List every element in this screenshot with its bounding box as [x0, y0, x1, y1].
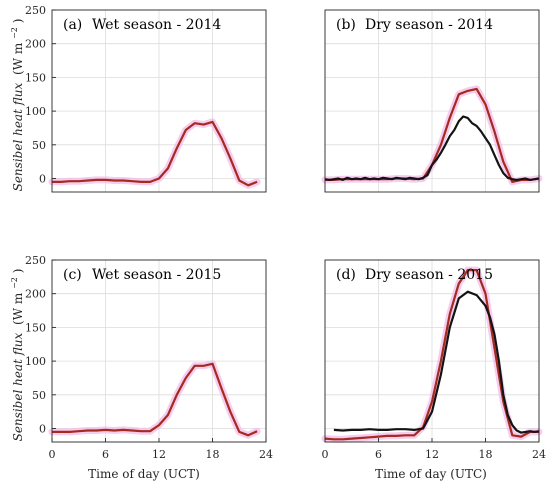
- panel-a: 0 50 100 150 200 250 (a) Wet season - 2014: [25, 4, 267, 193]
- series-halo: [48, 118, 261, 189]
- axes-frame: [324, 9, 540, 193]
- svg-text:Sensibel heat flux (W m: Sensibel heat flux (W m −2 ): [6, 269, 25, 442]
- ylabel-units-top: (W m: [11, 42, 25, 75]
- y-tick-label: 200: [25, 288, 46, 301]
- panel-title: Wet season - 2015: [92, 267, 221, 283]
- panel-title: Dry season - 2014: [365, 17, 493, 33]
- series-line-0: [52, 120, 258, 187]
- x-tick-label: 0: [49, 448, 56, 461]
- panel-label: (d): [336, 267, 356, 283]
- panel-label: (c): [63, 267, 82, 283]
- ylabel-text-top: Sensibel heat flux: [11, 83, 25, 192]
- panel-c: 0 50 100 150 200 250 0 6 12 18 24 (c) Wet season - 2…: [25, 254, 273, 461]
- y-tick-label: 250: [25, 254, 46, 267]
- x-tick-label: 24: [532, 448, 546, 461]
- panel-title: Wet season - 2014: [92, 17, 221, 33]
- y-tick-label: 100: [25, 105, 46, 118]
- y-tick-label: 150: [25, 71, 46, 84]
- y-tick-label: 50: [32, 139, 46, 152]
- ylabel-text-bottom: Sensibel heat flux: [11, 333, 25, 442]
- y-tick-label: 150: [25, 321, 46, 334]
- panel-label: (a): [63, 17, 82, 33]
- ylabel-exp-top: −2: [10, 27, 19, 39]
- xlabel-right: Time of day (UTC): [375, 467, 487, 481]
- x-tick-label: 0: [322, 448, 329, 461]
- x-tick-label: 24: [259, 448, 273, 461]
- ylabel-top: Sensibel heat flux (W m −2 ): [6, 19, 25, 192]
- y-tick-label: 200: [25, 38, 46, 51]
- ylabel-exp-bottom: −2: [10, 277, 19, 289]
- xlabel-left: Time of day (UCT): [88, 467, 200, 481]
- x-tick-label: 6: [102, 448, 109, 461]
- x-tick-label: 6: [375, 448, 382, 461]
- axes-frame: [51, 9, 267, 193]
- y-tick-label: 0: [39, 173, 46, 186]
- series-line-1: [324, 115, 540, 181]
- y-tick-label: 100: [25, 355, 46, 368]
- panel-d: 0 6 12 18 24 (d) Dry season - 2015: [321, 259, 546, 461]
- x-tick-label: 12: [425, 448, 439, 461]
- panel-label: (b): [336, 17, 356, 33]
- panel-title: Dry season - 2015: [365, 267, 493, 283]
- y-tick-label: 250: [25, 4, 46, 17]
- x-tick-label: 18: [206, 448, 220, 461]
- ylabel-bottom: Sensibel heat flux (W m −2 ): [6, 269, 25, 442]
- series-line-0: [52, 362, 258, 437]
- ylabel-close-top: ): [11, 19, 25, 24]
- series-line-0: [324, 269, 539, 441]
- x-tick-label: 12: [152, 448, 166, 461]
- y-tick-label: 0: [39, 423, 46, 436]
- ylabel-close-bottom: ): [11, 269, 25, 274]
- panels-group: 0 50 100 150 200 250 (a) Wet season - 2014 (b) Dr…: [25, 4, 546, 461]
- x-tick-label: 18: [479, 448, 493, 461]
- ylabel-units-bottom: (W m: [11, 292, 25, 325]
- svg-text:Sensibel heat flux (W m: Sensibel heat flux (W m −2 ): [6, 19, 25, 192]
- y-tick-label: 50: [32, 389, 46, 402]
- panel-b: (b) Dry season - 2014: [321, 9, 543, 193]
- series-line-1: [333, 290, 540, 434]
